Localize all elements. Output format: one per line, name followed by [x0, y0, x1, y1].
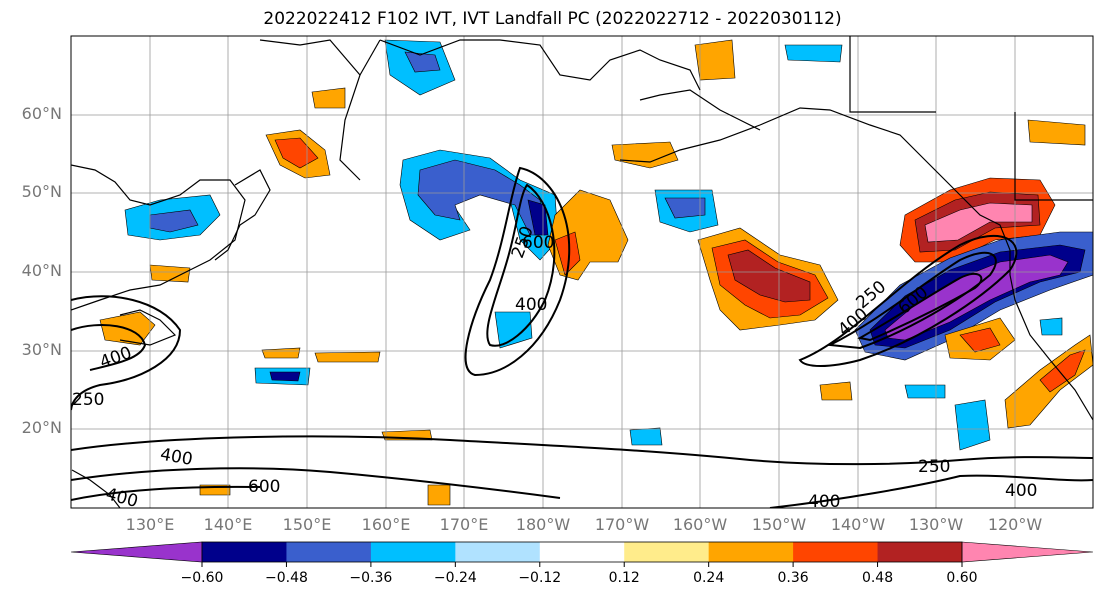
colorbar-segment	[793, 542, 879, 562]
colorbar-tick-label: −0.12	[518, 570, 562, 586]
lon-label: 130°W	[908, 515, 964, 534]
colorbar-tick-label: −0.60	[180, 570, 224, 586]
contour-label: 400	[808, 492, 840, 512]
map-frame	[70, 35, 1094, 509]
lon-label: 120°W	[987, 515, 1043, 534]
colorbar-frame	[201, 541, 963, 563]
lon-label: 150°W	[751, 515, 807, 534]
contour-label: 400	[1005, 481, 1037, 501]
colorbar-tick-label: −0.24	[433, 570, 477, 586]
colorbar-tick-label: 0.12	[608, 570, 640, 586]
colorbar-segment	[624, 542, 710, 562]
lat-lon-grid	[71, 36, 1093, 508]
lon-label: 130°E	[125, 515, 175, 534]
lon-label: 160°E	[361, 515, 411, 534]
colorbar-segment	[286, 542, 372, 562]
colorbar-tick-label: 0.60	[946, 570, 978, 586]
lon-label: 170°W	[594, 515, 650, 534]
lon-label: 180°W	[515, 515, 571, 534]
coastlines	[71, 36, 1093, 508]
ivt-pc-shading	[99, 39, 1093, 506]
lat-label: 20°N	[21, 418, 62, 437]
lat-label: 30°N	[21, 340, 62, 359]
contour-label: 600	[248, 477, 280, 497]
lon-label: 170°E	[439, 515, 489, 534]
colorbar-extend-max	[961, 541, 1094, 563]
lat-label: 50°N	[21, 182, 62, 201]
lon-label: 160°W	[672, 515, 728, 534]
colorbar-tick-label: −0.36	[349, 570, 393, 586]
colorbar-tick-label: 0.24	[693, 570, 725, 586]
colorbar-tick-label: 0.48	[861, 570, 894, 586]
colorbar-segment	[877, 542, 963, 562]
colorbar-extend-min	[70, 541, 203, 563]
lon-label: 150°E	[282, 515, 332, 534]
lon-label: 140°E	[203, 515, 253, 534]
lat-label: 60°N	[21, 104, 62, 123]
contour-label: 400	[515, 295, 547, 315]
colorbar-segment	[370, 542, 456, 562]
colorbar-tick-label: −0.48	[264, 570, 308, 586]
colorbar-segment	[202, 542, 287, 562]
ivt-contours	[71, 166, 1093, 508]
contour-label: 250	[72, 390, 104, 410]
colorbar-segment	[539, 542, 625, 562]
contour-label: 250	[918, 457, 950, 477]
colorbar-segment	[455, 542, 541, 562]
colorbar	[70, 541, 1094, 567]
colorbar-segment	[708, 542, 794, 562]
contour-label: 400	[104, 484, 141, 512]
map-title: 2022022412 F102 IVT, IVT Landfall PC (20…	[263, 9, 842, 29]
lon-label: 140°W	[830, 515, 886, 534]
colorbar-tick-label: 0.36	[777, 570, 809, 586]
contour-label: 600	[522, 233, 554, 253]
lat-label: 40°N	[21, 261, 62, 280]
